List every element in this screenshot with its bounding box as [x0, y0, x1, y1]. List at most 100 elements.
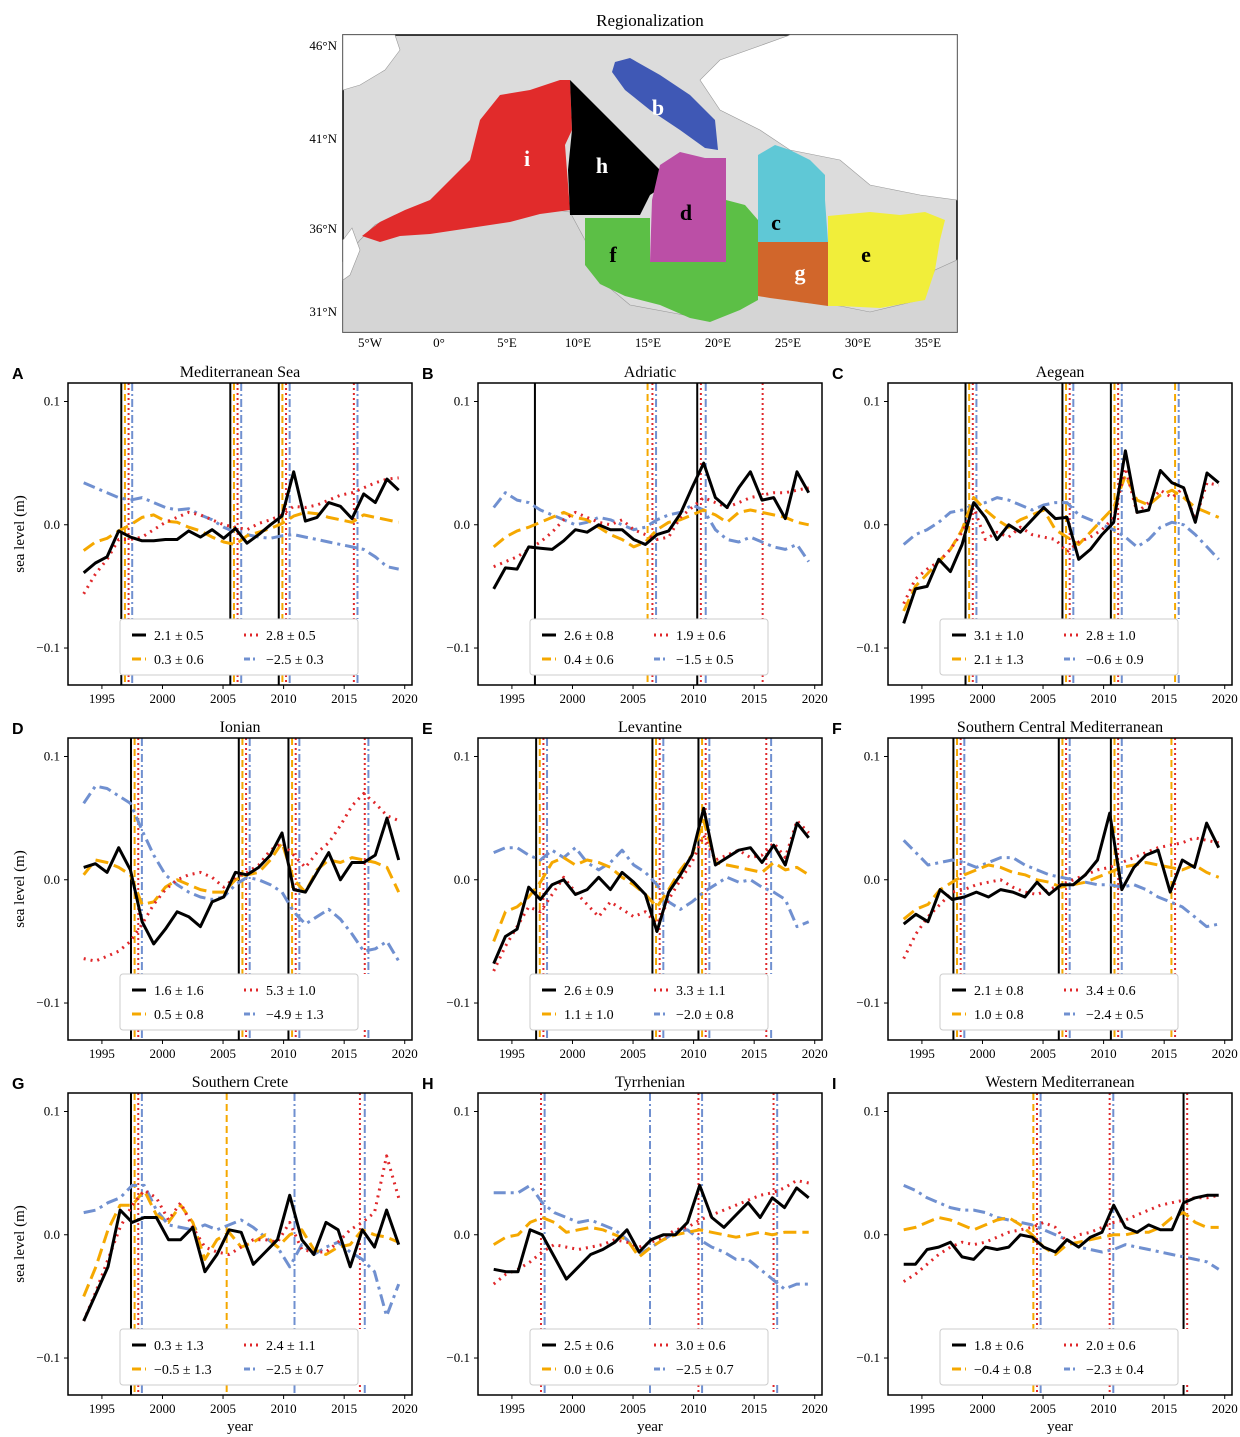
plot-area: [902, 383, 1220, 685]
panel-title: Southern Central Mediterranean: [957, 719, 1163, 736]
panel-letter: F: [832, 721, 842, 738]
axes-frame: [67, 1092, 413, 1396]
legend-label: 2.0 ± 0.6: [1086, 1339, 1136, 1354]
legend-label: 1.8 ± 0.6: [974, 1339, 1024, 1354]
series-line-red: [492, 1179, 810, 1286]
x-tick-label: 2020: [802, 1401, 828, 1416]
panel-a: A Mediterranean Sea 0.1 0.0 −0.1 1995 2000 2005…: [12, 364, 418, 706]
y-tick-label: −0.1: [856, 995, 880, 1010]
axes-frame: [477, 737, 823, 1041]
legend-label: 0.4 ± 0.6: [564, 653, 614, 668]
y-tick-label: 0.1: [454, 748, 470, 763]
legend-label: 2.1 ± 1.3: [974, 653, 1024, 668]
panel-title: Western Mediterranean: [985, 1074, 1134, 1091]
panel-letter: G: [12, 1076, 24, 1093]
axes-frame: [887, 1092, 1233, 1396]
legend-label: 1.1 ± 1.0: [564, 1008, 614, 1023]
x-tick-label: 1995: [89, 1401, 115, 1416]
x-tick-label: 2015: [1151, 1401, 1177, 1416]
x-tick-label: 2010: [681, 1046, 707, 1061]
legend-label: 2.8 ± 0.5: [266, 629, 316, 644]
legend-label: 3.3 ± 1.1: [676, 984, 726, 999]
series-line-red: [82, 476, 399, 595]
x-tick-label: 2015: [1151, 1046, 1177, 1061]
x-tick-label: 2010: [271, 1046, 297, 1061]
legend-label: 1.0 ± 0.8: [974, 1008, 1024, 1023]
x-tick-label: 2020: [392, 1046, 418, 1061]
y-tick-label: 0.0: [44, 1227, 60, 1242]
panel-e: E Levantine 0.1 0.0 −0.1 1995 2000 2005 2010 2015…: [422, 719, 828, 1061]
y-tick-label: 0.1: [864, 1103, 880, 1118]
y-tick-label: −0.1: [36, 1350, 60, 1365]
legend-label: −2.0 ± 0.8: [676, 1008, 734, 1023]
y-tick-label: 0.0: [44, 517, 60, 532]
legend-label: −0.5 ± 1.3: [154, 1363, 212, 1378]
y-tick-label: 0.1: [44, 1103, 60, 1118]
series-line-orange: [902, 473, 1220, 612]
panel-f: F Southern Central Mediterranean 0.1 0.0 −0.…: [832, 719, 1238, 1061]
panel-title: Mediterranean Sea: [180, 364, 300, 381]
panel-title: Ionian: [220, 719, 261, 736]
x-tick-label: 2005: [620, 691, 646, 706]
plot-area: [902, 738, 1221, 1040]
series-line-red: [492, 819, 810, 972]
legend-label: 0.5 ± 0.8: [154, 1008, 204, 1023]
legend-box: [119, 618, 359, 676]
x-tick-label: 2000: [149, 1401, 175, 1416]
series-line-black: [903, 1193, 1219, 1266]
legend-label: 1.6 ± 1.6: [154, 984, 204, 999]
y-tick-label: 0.1: [454, 393, 470, 408]
x-tick-label: 1995: [499, 691, 525, 706]
region-letter-c: c: [771, 210, 781, 235]
x-tick-label: 2000: [559, 1046, 585, 1061]
panel-title: Southern Crete: [192, 1074, 288, 1091]
series-line-black: [902, 811, 1221, 926]
region-e: [828, 212, 945, 308]
series-line-red: [902, 1193, 1220, 1283]
series-line-blue: [492, 491, 810, 563]
panel-title: Adriatic: [624, 364, 676, 381]
region-i: [362, 80, 572, 242]
series-line-blue: [83, 1183, 401, 1318]
series-line-black: [902, 449, 1220, 624]
y-tick-label: −0.1: [856, 1350, 880, 1365]
panel-i: I Western Mediterranean 0.1 0.0 −0.1 1995 2000…: [832, 1074, 1238, 1435]
y-tick-label: 0.0: [864, 1227, 880, 1242]
legend-box: [529, 973, 769, 1031]
region-letter-d: d: [680, 200, 692, 225]
x-tick-label: 2020: [392, 1401, 418, 1416]
x-tick-label: 2000: [559, 1401, 585, 1416]
series-line-blue: [82, 784, 400, 962]
panel-title: Aegean: [1036, 364, 1085, 381]
x-tick-label: 2015: [331, 691, 357, 706]
y-tick-label: 0.0: [864, 872, 880, 887]
legend-label: 2.6 ± 0.9: [564, 984, 614, 999]
x-tick-label: 2020: [802, 691, 828, 706]
x-tick-label: 2020: [392, 691, 418, 706]
y-tick-label: −0.1: [856, 640, 880, 655]
x-tick-label: 1995: [499, 1401, 525, 1416]
legend-label: 0.3 ± 0.6: [154, 653, 204, 668]
y-tick-label: −0.1: [446, 640, 470, 655]
panel-h: H Tyrrhenian 0.1 0.0 −0.1 1995 2000 2005 2010 201…: [422, 1074, 828, 1435]
series-line-blue: [903, 1184, 1220, 1271]
y-axis-label: sea level (m): [12, 850, 28, 927]
y-tick-label: −0.1: [36, 995, 60, 1010]
series-line-orange: [903, 1211, 1219, 1256]
lat-label: 36°N: [309, 221, 337, 236]
x-tick-label: 2005: [1030, 1401, 1056, 1416]
panels-grid: A Mediterranean Sea 0.1 0.0 −0.1 1995 2000 2005…: [12, 364, 1238, 1435]
white-land-bottom-left: [342, 227, 361, 281]
x-tick-label: 1995: [909, 1046, 935, 1061]
y-axis-label: sea level (m): [12, 1205, 28, 1282]
legend-label: −1.5 ± 0.5: [676, 653, 734, 668]
region-letter-h: h: [596, 153, 608, 178]
axes-frame: [477, 1092, 823, 1396]
x-tick-label: 2000: [969, 1401, 995, 1416]
lon-label: 5°W: [358, 335, 383, 350]
x-tick-label: 1995: [909, 1401, 935, 1416]
x-tick-label: 2010: [271, 1401, 297, 1416]
axes-frame: [67, 737, 413, 1041]
white-land-left: [342, 34, 401, 91]
series-line-black: [492, 461, 811, 590]
